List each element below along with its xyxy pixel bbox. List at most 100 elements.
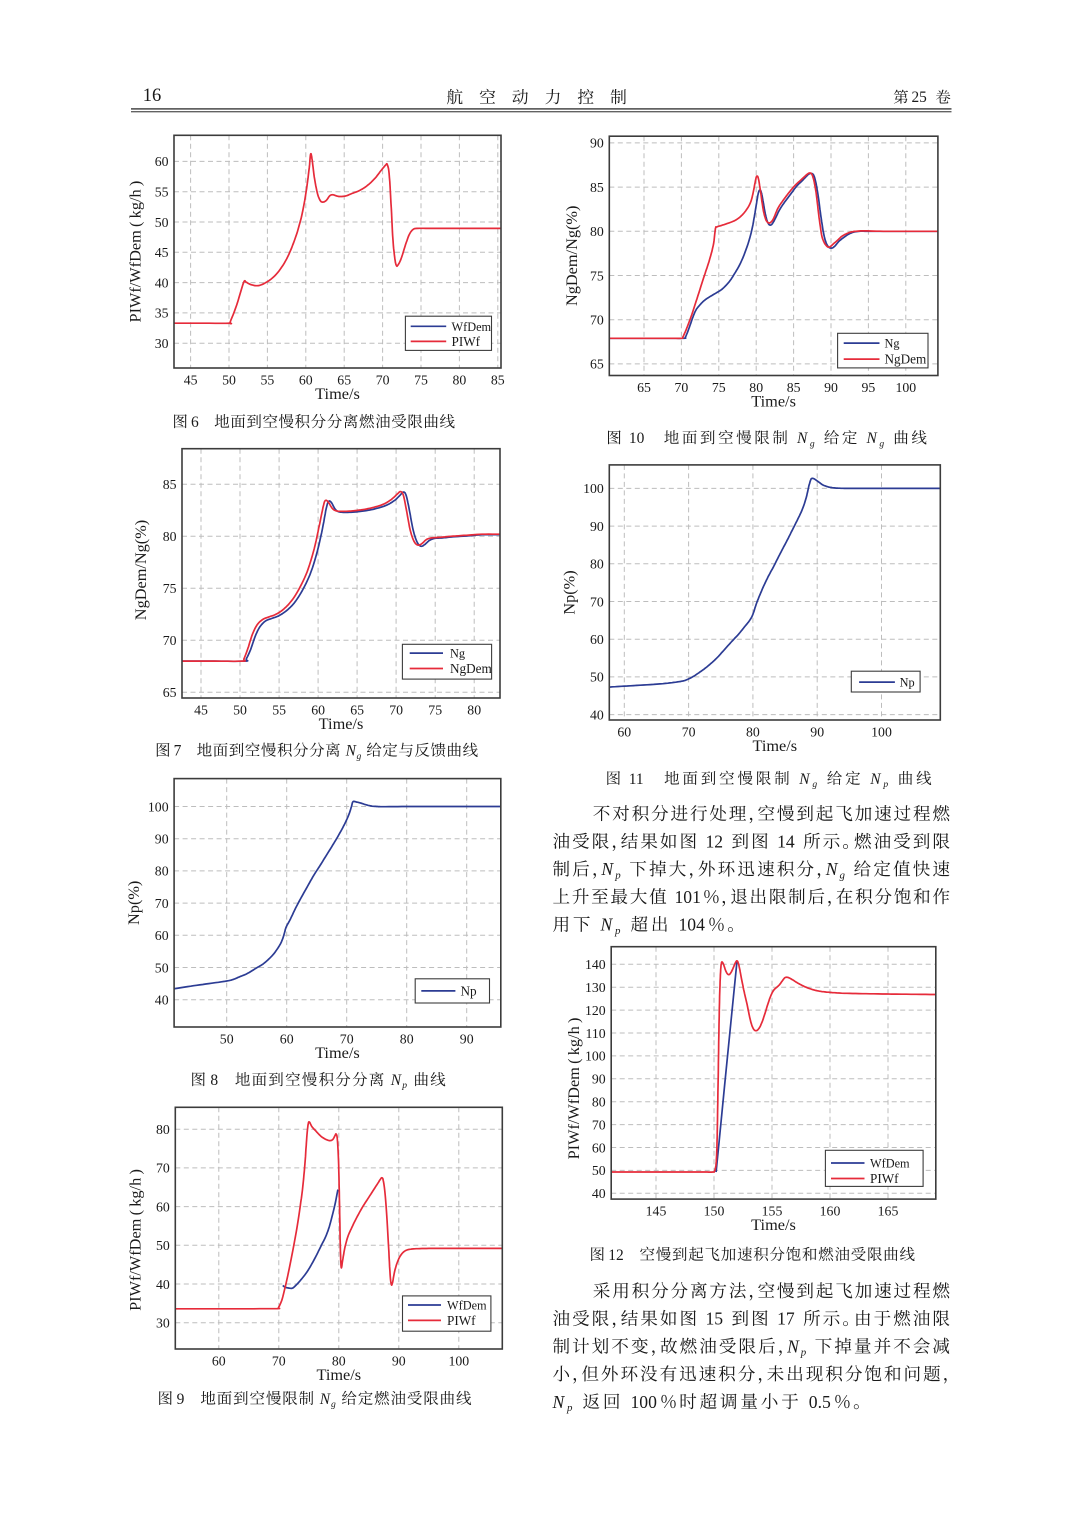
svg-text:N: N: [796, 430, 809, 447]
svg-text:p: p: [401, 1080, 407, 1091]
svg-text:60: 60: [299, 372, 313, 387]
svg-text:50: 50: [220, 1031, 234, 1046]
svg-text:100: 100: [448, 1353, 469, 1368]
svg-text:80: 80: [155, 864, 169, 879]
svg-text:Ng: Ng: [450, 647, 465, 661]
svg-text:80: 80: [332, 1353, 346, 1368]
svg-text:80: 80: [156, 1122, 170, 1137]
svg-text:160: 160: [820, 1203, 841, 1218]
svg-text:90: 90: [590, 519, 604, 534]
svg-text:70: 70: [155, 896, 169, 911]
svg-text:PIWf/WfDem ( kg/h ): PIWf/WfDem ( kg/h ): [126, 181, 145, 323]
svg-text:100: 100: [148, 799, 169, 814]
svg-text:70: 70: [389, 702, 403, 717]
svg-text:80: 80: [400, 1031, 414, 1046]
svg-text:80: 80: [590, 224, 604, 239]
svg-text:35: 35: [155, 306, 169, 321]
svg-text:12: 12: [608, 1247, 624, 1264]
svg-text:40: 40: [156, 1277, 170, 1292]
svg-text:PIWf: PIWf: [447, 1313, 476, 1328]
svg-text:60: 60: [212, 1353, 226, 1368]
svg-text:75: 75: [712, 380, 726, 395]
svg-text:14: 14: [777, 832, 795, 852]
svg-text:90: 90: [460, 1031, 474, 1046]
svg-text:70: 70: [376, 372, 390, 387]
svg-text:PIWf: PIWf: [452, 334, 481, 349]
svg-text:NgDem: NgDem: [885, 352, 927, 367]
svg-text:WfDem: WfDem: [447, 1299, 487, 1313]
svg-text:N: N: [600, 859, 614, 879]
svg-text:PIWf/WfDem ( kg/h ): PIWf/WfDem ( kg/h ): [126, 1169, 145, 1311]
svg-text:N: N: [798, 771, 811, 788]
svg-text:80: 80: [453, 372, 467, 387]
svg-text:60: 60: [155, 928, 169, 943]
svg-text:55: 55: [261, 372, 275, 387]
svg-text:85: 85: [590, 180, 604, 195]
svg-text:Np(%): Np(%): [124, 881, 143, 925]
svg-text:120: 120: [585, 1003, 606, 1018]
svg-text:12: 12: [706, 832, 724, 852]
svg-text:60: 60: [592, 1140, 606, 1155]
svg-text:165: 165: [878, 1203, 899, 1218]
svg-text:g: g: [840, 869, 846, 881]
svg-text:40: 40: [155, 993, 169, 1008]
svg-text:60: 60: [155, 154, 169, 169]
svg-text:90: 90: [592, 1072, 606, 1087]
svg-text:40: 40: [590, 707, 604, 722]
svg-text:100: 100: [583, 481, 604, 496]
svg-text:NgDem/Ng(%): NgDem/Ng(%): [131, 520, 150, 620]
svg-text:100: 100: [871, 724, 892, 739]
svg-text:65: 65: [590, 357, 604, 372]
svg-text:Np: Np: [900, 676, 915, 690]
svg-text:100: 100: [585, 1049, 606, 1064]
svg-text:NgDem/Ng(%): NgDem/Ng(%): [562, 206, 581, 306]
svg-text:80: 80: [467, 702, 481, 717]
svg-text:110: 110: [586, 1026, 606, 1041]
svg-text:g: g: [357, 751, 362, 762]
svg-text:10: 10: [629, 430, 645, 447]
svg-text:90: 90: [810, 724, 824, 739]
svg-text:60: 60: [617, 724, 631, 739]
svg-text:75: 75: [428, 702, 442, 717]
svg-text:50: 50: [156, 1238, 170, 1253]
svg-text:70: 70: [592, 1117, 606, 1132]
svg-text:90: 90: [392, 1353, 406, 1368]
svg-text:145: 145: [646, 1203, 667, 1218]
svg-text:70: 70: [682, 724, 696, 739]
svg-text:50: 50: [222, 372, 236, 387]
svg-text:70: 70: [340, 1031, 354, 1046]
svg-text:100: 100: [631, 1392, 658, 1412]
svg-text:g: g: [331, 1399, 336, 1410]
svg-text:N: N: [345, 743, 358, 760]
svg-text:85: 85: [491, 372, 505, 387]
svg-text:N: N: [825, 859, 839, 879]
svg-text:Time/s: Time/s: [315, 1043, 360, 1062]
svg-text:55: 55: [155, 185, 169, 200]
svg-text:50: 50: [155, 215, 169, 230]
svg-text:40: 40: [155, 275, 169, 290]
svg-text:101: 101: [675, 887, 701, 907]
svg-text:p: p: [566, 1402, 573, 1414]
svg-text:N: N: [390, 1072, 403, 1089]
svg-text:55: 55: [272, 702, 286, 717]
svg-text:N: N: [866, 430, 879, 447]
svg-text:g: g: [812, 779, 817, 790]
svg-text:Np: Np: [461, 984, 478, 999]
svg-text:70: 70: [590, 313, 604, 328]
svg-text:0.5: 0.5: [809, 1392, 831, 1412]
svg-text:p: p: [614, 925, 621, 937]
svg-text:p: p: [614, 869, 621, 881]
svg-text:N: N: [319, 1391, 332, 1408]
svg-text:80: 80: [749, 380, 763, 395]
svg-text:7: 7: [174, 743, 182, 760]
svg-text:65: 65: [637, 380, 651, 395]
svg-text:Np(%): Np(%): [560, 570, 579, 614]
svg-text:WfDem: WfDem: [452, 320, 492, 334]
svg-text:N: N: [600, 915, 614, 935]
svg-text:65: 65: [350, 702, 364, 717]
svg-text:25: 25: [912, 89, 928, 106]
svg-text:140: 140: [585, 957, 606, 972]
svg-text:N: N: [869, 771, 882, 788]
svg-text:g: g: [879, 438, 884, 449]
svg-text:6: 6: [191, 414, 199, 431]
